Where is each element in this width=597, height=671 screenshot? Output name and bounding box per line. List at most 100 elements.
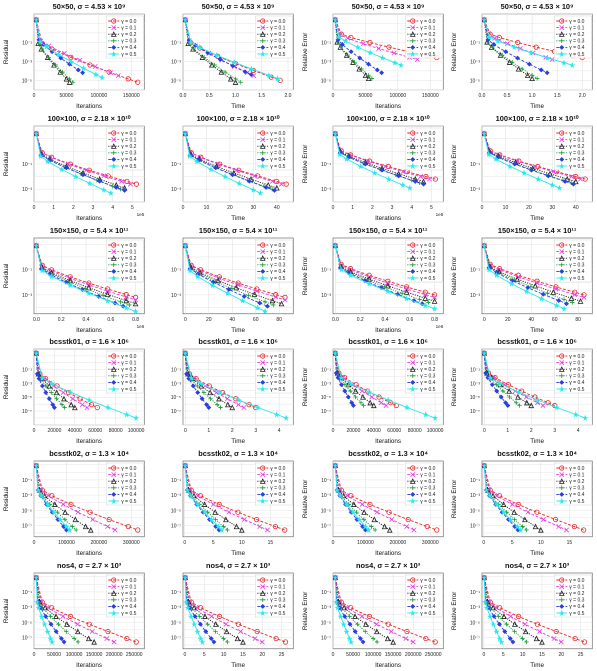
series-marker xyxy=(135,79,141,85)
legend-label: γ = 0.4 xyxy=(569,381,584,387)
series-marker xyxy=(198,621,204,627)
y-tick-label: 10⁻³ xyxy=(470,382,480,388)
x-tick-label: 200000 xyxy=(106,652,123,658)
series-marker xyxy=(104,296,111,304)
series-marker xyxy=(555,297,562,303)
series-marker xyxy=(529,75,535,82)
legend-marker xyxy=(558,603,565,609)
y-tick-label: 10⁻³ xyxy=(22,493,32,499)
series-marker xyxy=(511,621,518,627)
series-marker xyxy=(348,49,354,55)
series-marker xyxy=(511,161,518,167)
x-tick-label: 4 xyxy=(410,205,413,211)
series-marker xyxy=(356,55,362,61)
legend-label: γ = 0.2 xyxy=(420,367,435,373)
y-tick-label: 10⁻³ xyxy=(321,382,331,388)
series-marker xyxy=(53,628,59,635)
legend-marker xyxy=(409,248,415,254)
chart-title: bcsstk01, σ = 1.6 × 10⁶ xyxy=(497,337,577,346)
legend-marker xyxy=(559,360,564,366)
series-marker xyxy=(71,404,78,411)
legend-marker xyxy=(260,150,266,155)
x-tick-label: 100000 xyxy=(364,652,381,658)
series-marker xyxy=(381,284,387,289)
series-marker xyxy=(534,397,541,404)
series-marker xyxy=(500,509,507,516)
series-marker xyxy=(184,486,191,494)
y-axis-label: Relative Error xyxy=(451,256,458,295)
x-tick-label: 300000 xyxy=(421,540,438,546)
series-marker xyxy=(343,155,350,162)
legend-marker xyxy=(110,31,117,37)
legend-marker xyxy=(558,366,565,373)
series-line xyxy=(185,577,286,643)
legend-marker xyxy=(110,366,117,373)
series-marker xyxy=(112,527,118,533)
legend-label: γ = 0.5 xyxy=(569,611,584,617)
series-marker xyxy=(373,628,380,635)
legend-marker xyxy=(410,150,415,155)
series-marker xyxy=(572,178,579,184)
series-marker xyxy=(365,389,372,396)
x-tick-label: 0.6 xyxy=(406,316,413,322)
series-marker xyxy=(510,639,516,645)
legend-label: γ = 0.2 xyxy=(271,32,286,38)
series-marker xyxy=(358,613,364,619)
x-tick-label: 0 xyxy=(480,205,483,211)
x-axis-label: Iterations xyxy=(76,662,102,669)
y-axis-label: Residual xyxy=(3,375,10,400)
series-marker xyxy=(486,613,493,620)
y-tick-label: 10⁻⁷ xyxy=(320,635,330,641)
legend-label: γ = 0.3 xyxy=(569,150,584,156)
legend-marker xyxy=(410,597,415,602)
series-marker xyxy=(54,396,59,402)
series-marker xyxy=(75,67,81,73)
chart-title: bcsstk01, σ = 1.6 × 10⁶ xyxy=(199,337,279,346)
legend-marker xyxy=(558,50,565,58)
series-marker xyxy=(521,516,528,523)
x-axis-scale-label: 1e6 xyxy=(435,323,443,328)
series-marker xyxy=(560,59,567,66)
y-axis-label: Residual xyxy=(3,151,10,176)
series-marker xyxy=(580,527,587,533)
x-tick-label: 0.8 xyxy=(431,316,438,322)
series-marker xyxy=(545,290,550,296)
legend-marker xyxy=(558,590,565,596)
series-marker xyxy=(572,635,578,642)
series-marker xyxy=(238,629,244,635)
series-line xyxy=(483,245,581,302)
legend-label: γ = 0.5 xyxy=(121,611,136,617)
series-marker xyxy=(568,294,575,301)
legend-label: γ = 0.4 xyxy=(569,269,584,275)
legend-label: γ = 0.2 xyxy=(121,367,136,373)
legend-label: γ = 0.4 xyxy=(420,157,435,163)
series-marker xyxy=(229,285,235,291)
legend-marker xyxy=(260,353,266,359)
series-marker xyxy=(381,523,387,530)
legend-marker xyxy=(409,268,415,274)
series-marker xyxy=(104,290,111,297)
x-tick-label: 0.0 xyxy=(332,316,339,322)
series-marker xyxy=(332,598,339,606)
series-marker xyxy=(358,400,363,406)
chart-title: bcsstk02, σ = 1.3 × 10⁴ xyxy=(497,449,577,458)
legend-marker xyxy=(409,156,415,162)
series-marker xyxy=(520,636,525,641)
series-marker xyxy=(187,266,194,274)
series-marker xyxy=(105,173,111,179)
series-marker xyxy=(560,305,567,312)
x-axis-label: Iterations xyxy=(375,662,401,669)
series-marker xyxy=(195,493,201,499)
series-marker xyxy=(507,395,512,400)
series-marker xyxy=(68,58,75,65)
series-marker xyxy=(432,639,438,645)
series-line xyxy=(334,133,424,182)
chart-panel: 150×150, σ = 5.4 × 10¹¹ 0 20 40 60 80 10⁻¹ 10⁻³… xyxy=(171,226,294,333)
series-line xyxy=(483,19,548,74)
series-marker xyxy=(50,509,57,516)
x-axis-label: Time xyxy=(231,215,245,222)
series-marker xyxy=(375,46,381,51)
series-marker xyxy=(80,70,86,76)
y-tick-label: 10⁻⁵ xyxy=(22,396,32,402)
series-marker xyxy=(496,635,503,642)
